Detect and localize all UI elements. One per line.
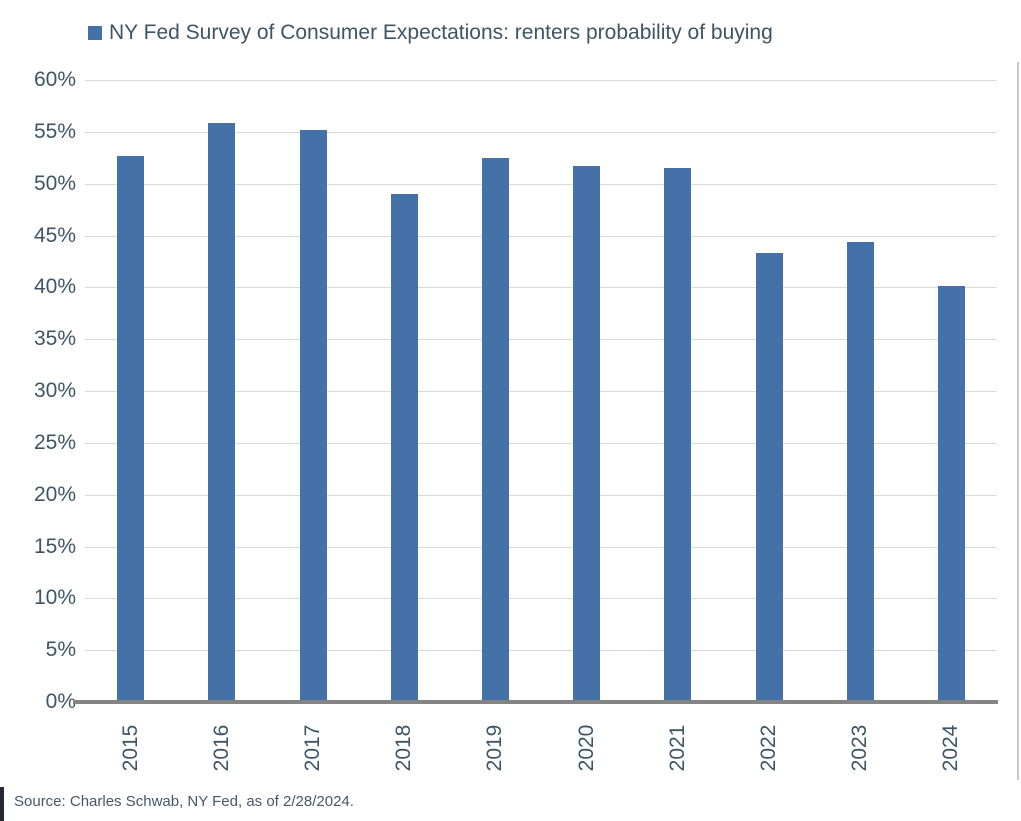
gridline (85, 494, 997, 496)
bar-2018 (390, 194, 418, 702)
y-axis-label: 5% (45, 638, 76, 662)
footer-accent-stripe (0, 787, 4, 821)
x-axis-label-2024: 2024 (939, 724, 963, 772)
x-axis-label-2022: 2022 (757, 724, 780, 772)
y-axis-label: 60% (33, 68, 76, 91)
bar-2024 (937, 286, 965, 702)
y-axis-label: 35% (33, 327, 76, 351)
x-axis-label-2018: 2018 (392, 724, 416, 772)
chart-legend: NY Fed Survey of Consumer Expectations: … (88, 21, 773, 45)
y-axis-label: 15% (33, 534, 76, 558)
x-axis-line (73, 700, 998, 704)
x-axis-label-2020: 2020 (574, 724, 598, 772)
gridline (85, 391, 997, 392)
gridline (85, 131, 997, 133)
bar-2015 (117, 155, 145, 702)
y-axis-label: 30% (33, 379, 76, 402)
bar-2016 (208, 122, 236, 702)
gridline (85, 650, 997, 652)
bar-2020 (573, 166, 601, 702)
y-axis-label: 0% (45, 690, 76, 713)
bar-2023 (846, 241, 874, 702)
gridline (85, 546, 997, 548)
y-axis-label: 10% (33, 586, 76, 610)
x-axis-label-2017: 2017 (301, 724, 324, 772)
y-axis-label: 25% (33, 430, 76, 454)
gridline (85, 598, 997, 600)
source-note: Source: Charles Schwab, NY Fed, as of 2/… (14, 793, 354, 810)
legend-series-label: NY Fed Survey of Consumer Expectations: … (109, 21, 773, 44)
gridline (85, 287, 997, 289)
x-axis-label-2016: 2016 (209, 724, 233, 772)
gridline (85, 80, 997, 81)
gridline (85, 339, 997, 341)
gridline (85, 235, 997, 237)
bar-2019 (481, 157, 509, 702)
y-axis-label: 45% (33, 223, 76, 247)
bar-2022 (755, 253, 783, 702)
gridline (85, 183, 997, 185)
legend-swatch-icon (88, 26, 102, 40)
y-axis-label: 20% (33, 482, 76, 506)
x-axis-label-2023: 2023 (848, 724, 872, 772)
x-axis-label-2019: 2019 (483, 724, 507, 772)
y-axis-label: 40% (33, 275, 76, 299)
bar-2021 (664, 168, 692, 702)
x-axis-label-2021: 2021 (665, 724, 689, 772)
gridline (85, 442, 997, 444)
y-axis-label: 50% (33, 171, 76, 195)
bar-2017 (299, 129, 327, 702)
plot-area (85, 80, 997, 702)
x-axis-label-2015: 2015 (118, 724, 142, 772)
y-axis-label: 55% (33, 119, 76, 143)
chart-right-border (1017, 62, 1019, 780)
